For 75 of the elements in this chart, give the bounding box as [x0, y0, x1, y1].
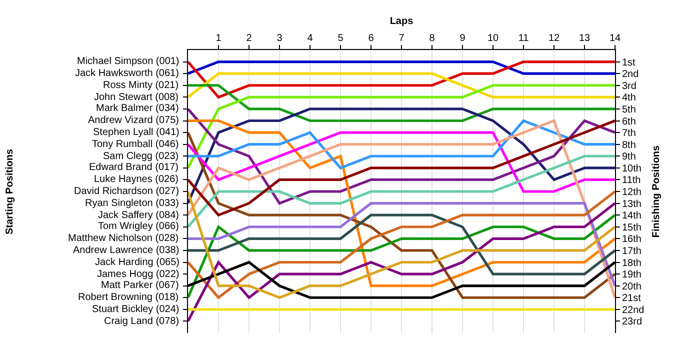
y-tick-label: 22nd	[622, 304, 644, 316]
text: Andrew Lawrence (038)	[73, 245, 180, 256]
line-series	[188, 190, 615, 299]
y-tick-label: 15th	[622, 222, 642, 234]
y-tick-label: 1st	[622, 57, 636, 68]
y-tick-label: 7th	[622, 128, 636, 140]
line-series	[188, 108, 615, 205]
text: Edward Brand (017)	[89, 162, 178, 173]
x-tick-label: 8	[429, 33, 436, 44]
text: Tony Rumball (046)	[92, 139, 179, 150]
y-tick-label: 4th	[622, 92, 636, 104]
text: Andrew Vizard (075)	[88, 115, 179, 126]
line-series	[188, 119, 615, 170]
y-tick-label: 21st	[622, 293, 642, 304]
y-tick-label: 5th	[622, 104, 636, 116]
x-tick-label: 12	[548, 33, 560, 44]
x-tick-label: 4	[307, 33, 314, 44]
line-series	[188, 60, 615, 98]
line-series	[188, 202, 615, 288]
line-series	[188, 214, 615, 276]
x-axis-title: Laps	[390, 16, 414, 27]
y-tick-label: 16th	[622, 234, 642, 246]
x-tick-label: 9	[460, 33, 466, 44]
text: Stephen Lyall (041)	[93, 127, 180, 138]
y-tick-label: 23rd	[622, 316, 642, 328]
line-series	[188, 202, 615, 323]
y-tick-label: 13th	[622, 198, 642, 210]
text: Ryan Singleton (033)	[85, 198, 179, 209]
text: Sam Clegg (023)	[103, 151, 179, 162]
text: Tom Wrigley (066)	[98, 221, 179, 232]
x-tick-label: 2	[246, 33, 252, 44]
y-tick-label: 14th	[622, 210, 642, 222]
y-tick-label: 3rd	[622, 80, 636, 92]
text: Stuart Bickley (024)	[92, 304, 180, 315]
text: Jack Saffery (084)	[98, 210, 179, 221]
text: Michael Simpson (001)	[77, 56, 180, 67]
x-tick-label: 10	[487, 33, 499, 44]
y-tick-label: 6th	[622, 116, 636, 128]
line-series	[188, 214, 615, 299]
text: Mark Balmer (034)	[96, 103, 179, 114]
y-tick-label: 20th	[622, 281, 642, 292]
line-series	[188, 131, 615, 193]
text: Matt Parker (067)	[101, 280, 179, 291]
text: John Stewart (008)	[94, 92, 178, 103]
text: Jack Harding (065)	[95, 257, 180, 268]
y-tick-label: 12th	[622, 187, 642, 198]
text: James Hogg (022)	[97, 269, 180, 280]
y-tick-label: 9th	[622, 152, 636, 163]
text: Jack Hawksworth (061)	[75, 68, 179, 79]
y-tick-label: 17th	[622, 246, 642, 257]
y-tick-label: 19th	[622, 270, 642, 281]
y-tick-label: 18th	[622, 258, 642, 269]
x-tick-label: 6	[368, 33, 374, 44]
y-axis-title: Finishing Positions	[650, 144, 662, 238]
y-tick-label: 10th	[622, 163, 642, 174]
x-tick-label: 14	[609, 33, 621, 44]
y-tick-label: 8th	[622, 140, 636, 151]
text: David Richardson (027)	[74, 186, 180, 197]
y-tick-label: 11th	[622, 175, 641, 186]
line-series	[188, 154, 615, 228]
line-series	[188, 119, 615, 216]
y-tick-label: 2nd	[622, 69, 639, 80]
text: Robert Browning (018)	[78, 292, 179, 303]
text: Ross Minty (021)	[103, 80, 179, 91]
x-tick-label: 13	[578, 33, 590, 44]
x-tick-label: 7	[398, 33, 405, 44]
text: Starting Positions	[4, 148, 16, 234]
text: Craig Land (078)	[104, 316, 180, 327]
line-series	[188, 84, 615, 170]
text: Matthew Nicholson (028)	[68, 233, 179, 244]
x-tick-label: 3	[276, 33, 283, 44]
x-tick-label: 1	[216, 33, 222, 44]
x-tick-label: 5	[338, 33, 344, 44]
text: Luke Haynes (026)	[94, 174, 178, 185]
x-tick-label: 11	[518, 33, 530, 44]
